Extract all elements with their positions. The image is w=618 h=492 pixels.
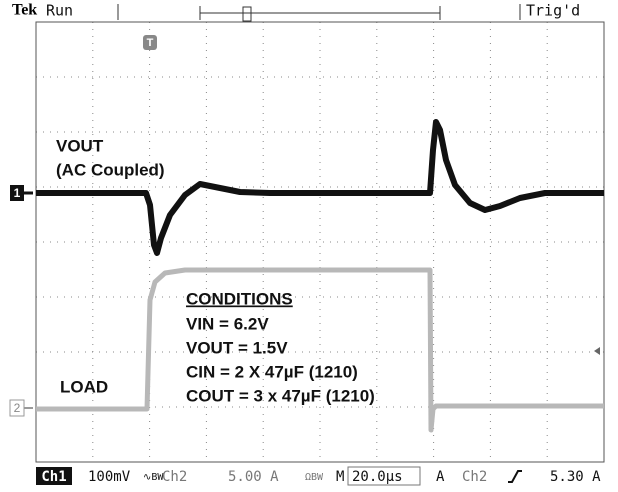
trigger-level: 5.30 A [550,469,601,485]
ch1-marker: 1 [14,186,21,200]
trigger-mode: A [436,469,445,485]
level-marker [594,347,600,355]
trigger-status: Trig'd [526,2,580,20]
load-label: LOAD [60,377,108,396]
load-trace [36,270,604,430]
record-bracket [200,6,440,20]
condition-line: CIN = 2 X 47µF (1210) [186,362,358,381]
conditions: VIN = 6.2V VOUT = 1.5V CIN = 2 X 47µF (121… [186,314,375,405]
vout-label: VOUT [56,136,104,155]
conditions-title: CONDITIONS [186,289,293,308]
condition-line: COUT = 3 x 47µF (1210) [186,386,375,405]
condition-line: VIN = 6.2V [186,314,269,333]
ch2-marker: 2 [14,401,21,415]
run-state: Run [46,2,73,20]
ch1-scale: 100mV [88,469,131,485]
trigger-marker: T [147,37,154,49]
ch2-bw: ΩBW [305,472,324,483]
trigger-slope [508,471,522,482]
ch2: Ch2 [162,469,187,485]
ch2-scale: 5.00 A [228,469,279,485]
ch1: Ch1 [41,469,66,485]
trigger-source: Ch2 [462,469,487,485]
timebase: 20.0µs [352,469,403,485]
coupling-label: (AC Coupled) [56,160,165,179]
scope-screen: Tek Run Trig'd T 1 2 VOUT (AC Coupled) L… [0,0,618,492]
brand: Tek [12,2,37,19]
timebase-label: M [336,469,344,485]
condition-line: VOUT = 1.5V [186,338,288,357]
view-marker [243,7,251,21]
